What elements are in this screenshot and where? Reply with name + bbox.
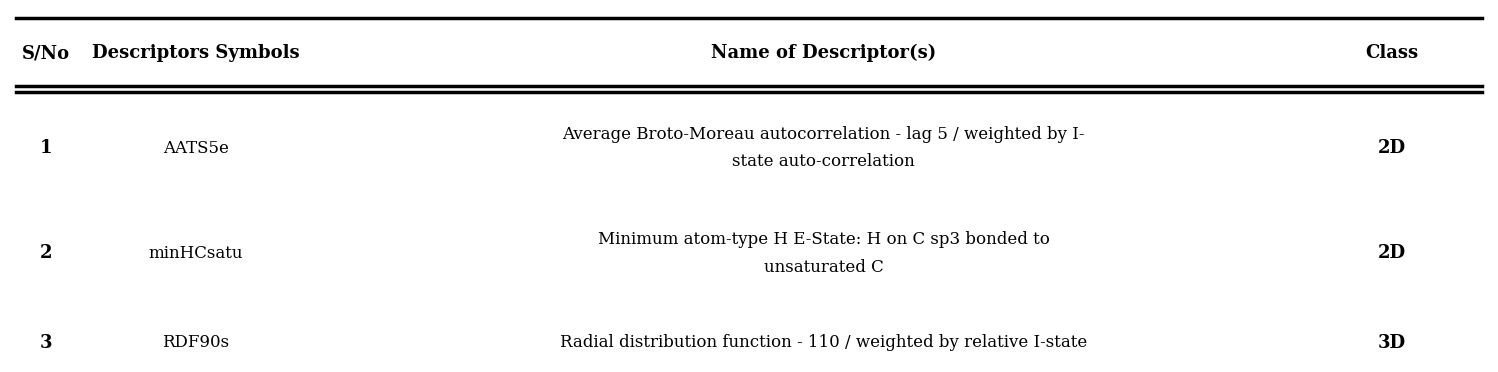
Text: 2D: 2D	[1378, 244, 1407, 262]
Text: 2D: 2D	[1378, 139, 1407, 157]
Text: 2: 2	[40, 244, 52, 262]
Text: S/No: S/No	[22, 44, 70, 62]
Text: Average Broto-Moreau autocorrelation - lag 5 / weighted by I-
state auto-correla: Average Broto-Moreau autocorrelation - l…	[563, 126, 1085, 170]
Text: RDF90s: RDF90s	[162, 334, 229, 352]
Text: Radial distribution function - 110 / weighted by relative I-state: Radial distribution function - 110 / wei…	[560, 334, 1088, 352]
Text: 1: 1	[40, 139, 52, 157]
Text: AATS5e: AATS5e	[163, 140, 229, 157]
Text: 3: 3	[40, 334, 52, 352]
Text: Minimum atom-type H E-State: H on C sp3 bonded to
unsaturated C: Minimum atom-type H E-State: H on C sp3 …	[598, 231, 1050, 276]
Text: Class: Class	[1365, 44, 1419, 62]
Text: Name of Descriptor(s): Name of Descriptor(s)	[712, 44, 936, 62]
Text: 3D: 3D	[1378, 334, 1407, 352]
Text: minHCsatu: minHCsatu	[148, 245, 243, 262]
Text: Descriptors Symbols: Descriptors Symbols	[91, 44, 300, 62]
